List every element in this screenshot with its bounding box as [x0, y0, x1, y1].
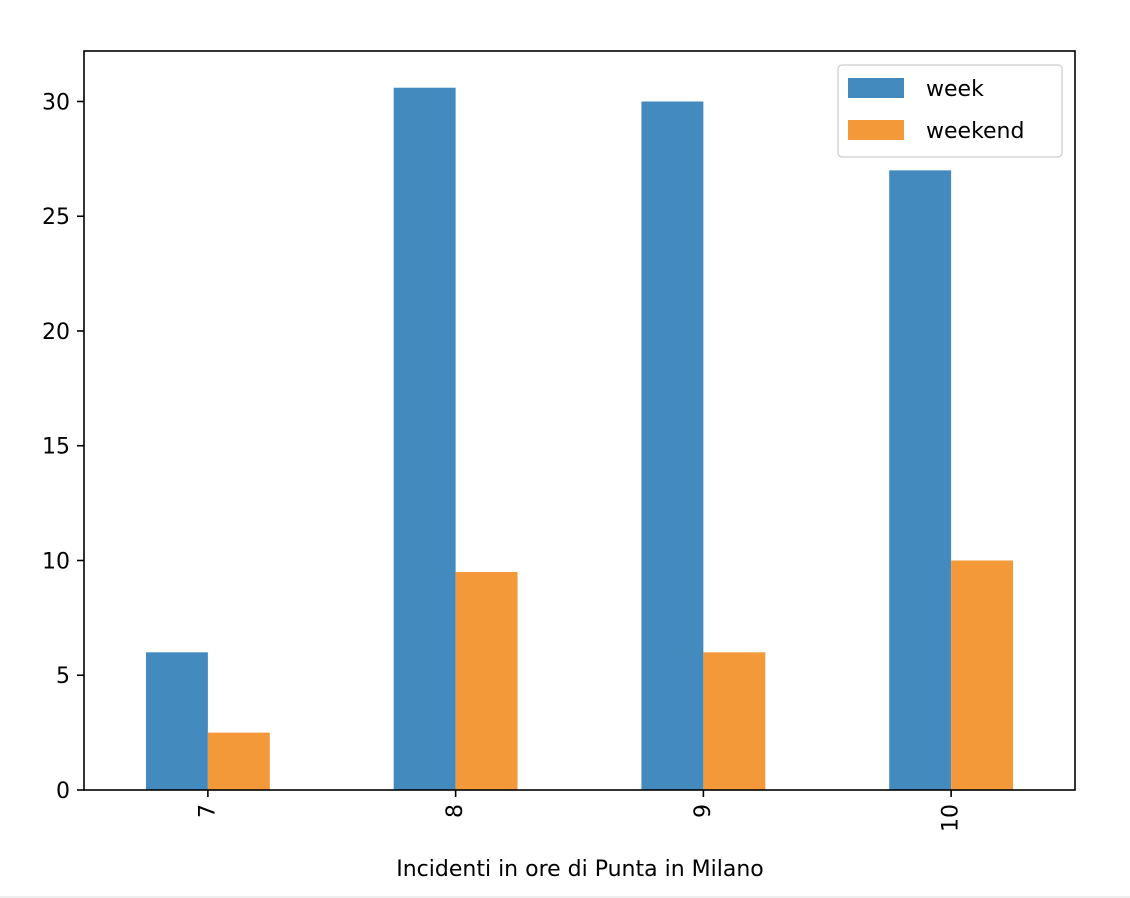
x-axis-title: Incidenti in ore di Punta in Milano	[396, 857, 764, 882]
bottom-divider	[0, 896, 1130, 898]
y-tick-label: 15	[42, 435, 70, 460]
legend-label-week: week	[926, 77, 984, 102]
x-tick-label: 7	[195, 804, 220, 818]
y-tick-label: 30	[42, 90, 70, 115]
legend-label-weekend: weekend	[926, 119, 1024, 144]
x-tick-label: 8	[443, 804, 468, 818]
x-tick-label: 9	[691, 804, 716, 818]
legend-swatch-week	[848, 78, 904, 98]
x-axis: 7 8 9 10	[195, 790, 964, 832]
bar-weekend-8	[455, 571, 518, 790]
bar-week-10	[889, 170, 952, 790]
bar-weekend-7	[207, 732, 270, 790]
y-tick-label: 20	[42, 320, 70, 345]
legend-swatch-weekend	[848, 120, 904, 140]
y-tick-label: 0	[56, 779, 70, 804]
bar-week-8	[393, 87, 456, 790]
legend: week weekend	[837, 64, 1063, 158]
bars-layer	[145, 87, 1014, 791]
bar-weekend-9	[703, 652, 766, 790]
bar-weekend-10	[951, 560, 1014, 790]
plot-frame	[83, 50, 1076, 791]
y-tick-label: 5	[56, 664, 70, 689]
x-tick-label: 10	[939, 804, 964, 832]
bar-week-7	[145, 652, 208, 790]
y-tick-label: 25	[42, 205, 70, 230]
y-tick-label: 10	[42, 549, 70, 574]
y-axis: 0 5 10 15 20 25 30	[42, 90, 84, 804]
bar-week-9	[641, 101, 704, 791]
